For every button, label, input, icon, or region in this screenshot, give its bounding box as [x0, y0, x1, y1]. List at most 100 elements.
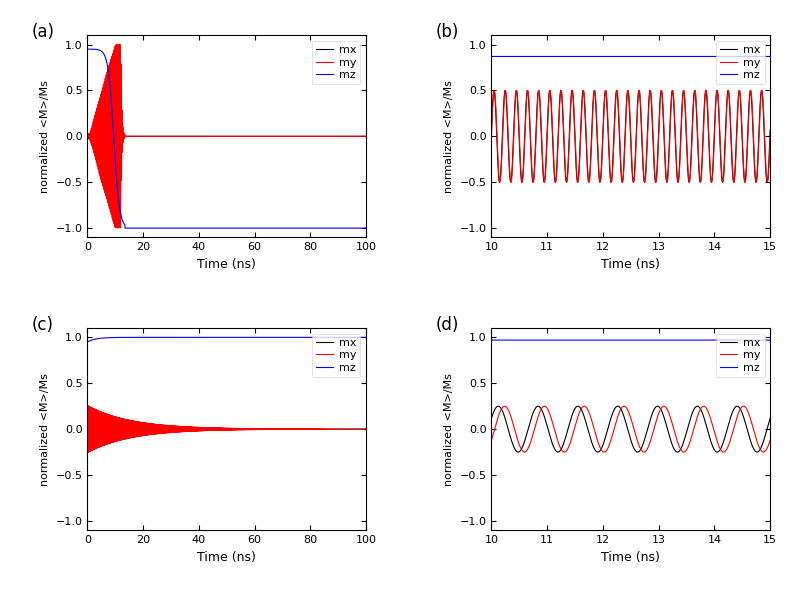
mx: [260, 133, 269, 140]
mx: [289, 426, 299, 433]
mz: [248, 334, 257, 341]
mz: [357, 334, 367, 341]
mx: [487, 126, 496, 133]
mx: [248, 133, 257, 140]
mz: [248, 224, 257, 231]
my: [83, 402, 92, 409]
mz: [83, 339, 92, 346]
X-axis label: Time (ns): Time (ns): [197, 551, 256, 564]
my: [606, 177, 615, 184]
mx: [183, 133, 193, 140]
mx: [553, 449, 563, 456]
mz: [501, 336, 511, 343]
mx: [615, 404, 625, 411]
mz: [289, 224, 299, 231]
mx: [260, 426, 269, 433]
mz: [361, 334, 371, 341]
my: [501, 403, 511, 410]
mx: [765, 126, 775, 133]
my: [260, 425, 269, 432]
mx: [97, 133, 106, 140]
mx: [304, 426, 314, 433]
my: [183, 428, 193, 435]
my: [487, 436, 496, 444]
mx: [622, 423, 632, 431]
my: [260, 133, 269, 140]
X-axis label: Time (ns): Time (ns): [601, 258, 661, 271]
Text: (d): (d): [436, 316, 459, 334]
Legend: mx, my, mz: mx, my, mz: [312, 41, 360, 84]
mx: [83, 425, 92, 432]
mz: [622, 336, 632, 343]
my: [304, 133, 314, 140]
mx: [534, 87, 543, 94]
Line: my: my: [87, 406, 366, 452]
my: [361, 426, 371, 433]
mx: [689, 90, 699, 97]
mx: [765, 415, 775, 422]
Legend: mx, my, mz: mx, my, mz: [312, 334, 360, 377]
Line: my: my: [491, 91, 770, 182]
my: [289, 425, 299, 432]
mz: [765, 53, 775, 60]
mz: [487, 336, 496, 343]
my: [604, 135, 614, 143]
mz: [603, 53, 613, 60]
X-axis label: Time (ns): Time (ns): [601, 551, 661, 564]
my: [615, 408, 625, 415]
mx: [361, 426, 371, 433]
my: [757, 448, 767, 455]
mz: [615, 336, 624, 343]
my: [765, 436, 775, 444]
mx: [248, 426, 257, 433]
my: [248, 133, 257, 140]
my: [83, 133, 92, 140]
mz: [757, 336, 767, 343]
mx: [743, 126, 753, 133]
my: [622, 405, 632, 412]
my: [757, 448, 767, 455]
mz: [757, 53, 766, 60]
Legend: mx, my, mz: mx, my, mz: [716, 334, 765, 377]
Text: (c): (c): [32, 316, 54, 334]
mx: [604, 144, 614, 151]
Text: (a): (a): [32, 23, 55, 41]
my: [289, 133, 299, 140]
mx: [757, 87, 766, 94]
mx: [757, 441, 767, 448]
mz: [487, 53, 496, 60]
mx: [97, 425, 106, 432]
mx: [757, 441, 767, 448]
Y-axis label: normalized <M>/Ms: normalized <M>/Ms: [444, 373, 454, 485]
my: [115, 41, 125, 48]
my: [114, 224, 123, 231]
my: [757, 87, 766, 94]
mz: [689, 53, 699, 60]
mx: [606, 178, 615, 186]
mx: [83, 130, 92, 137]
mx: [83, 133, 92, 140]
my: [83, 449, 92, 456]
my: [183, 133, 193, 140]
mz: [183, 334, 193, 341]
my: [599, 449, 609, 456]
mz: [304, 224, 314, 231]
my: [83, 426, 92, 433]
Line: my: my: [87, 45, 366, 228]
mx: [83, 425, 92, 432]
Y-axis label: normalized <M>/Ms: normalized <M>/Ms: [40, 80, 50, 193]
mx: [83, 426, 92, 433]
my: [304, 426, 314, 433]
Line: mx: mx: [87, 134, 366, 139]
my: [743, 135, 753, 142]
my: [97, 416, 106, 423]
mx: [539, 178, 549, 186]
mz: [97, 48, 106, 55]
my: [248, 426, 257, 433]
mz: [120, 224, 129, 231]
Line: mx: mx: [491, 406, 770, 452]
mz: [289, 334, 299, 341]
my: [699, 403, 708, 410]
mx: [183, 426, 193, 433]
mz: [260, 224, 269, 231]
